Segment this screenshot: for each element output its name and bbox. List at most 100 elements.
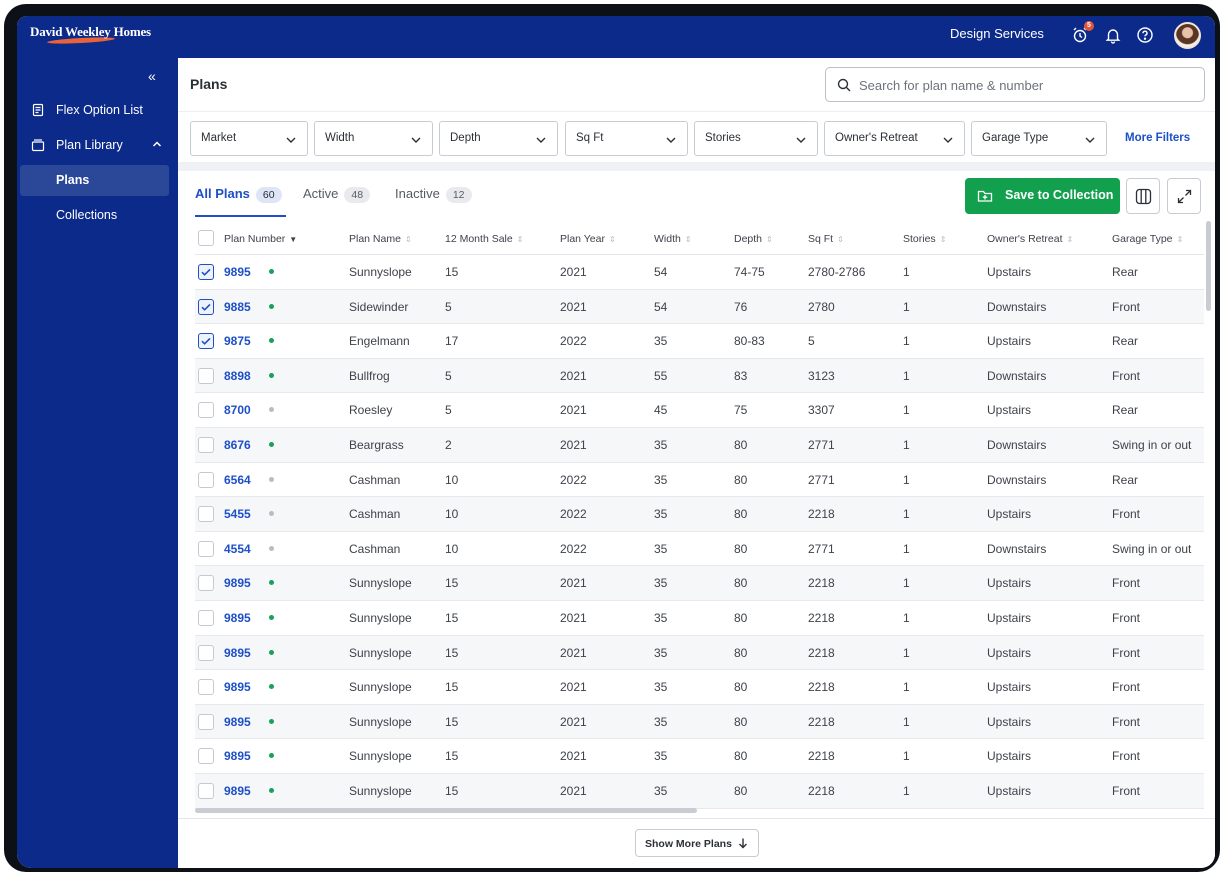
cell-plan-number[interactable]: 9885 bbox=[224, 299, 251, 314]
cell-plan-number[interactable]: 9895 bbox=[224, 611, 251, 625]
table-row[interactable]: 6564 Cashman 10 2022 35 80 2771 1 Downstairs Rear bbox=[195, 463, 1204, 498]
table-row[interactable]: 9895 Sunnyslope 15 2021 35 80 2218 1 Upstairs Fro… bbox=[195, 774, 1204, 809]
column-header-owners-retreat[interactable]: Owner's Retreat ⇕ bbox=[987, 233, 1074, 245]
table-row[interactable]: 8898 Bullfrog 5 2021 55 83 3123 1 Downstairs Fron… bbox=[195, 358, 1204, 394]
row-checkbox[interactable] bbox=[198, 333, 214, 350]
cell-plan-number[interactable]: 8898 bbox=[224, 368, 251, 383]
sidebar-item-plan-library[interactable]: Plan Library bbox=[17, 129, 178, 161]
horizontal-scrollbar[interactable] bbox=[195, 808, 1204, 814]
column-header-sq-ft[interactable]: Sq Ft ⇕ bbox=[808, 233, 844, 245]
cell-plan-number[interactable]: 9895 bbox=[224, 714, 251, 729]
column-header-plan-year[interactable]: Plan Year ⇕ bbox=[560, 233, 616, 245]
cell-plan-number[interactable]: 6564 bbox=[224, 472, 251, 487]
tab-inactive[interactable]: Inactive 12 bbox=[395, 186, 472, 203]
cell-plan-number[interactable]: 9895 bbox=[224, 680, 251, 695]
chevron-up-icon[interactable] bbox=[151, 138, 163, 150]
table-row[interactable]: 9895 Sunnyslope 15 2021 35 80 2218 1 Upstairs Fro… bbox=[195, 704, 1204, 740]
cell-plan-number[interactable]: 9895 bbox=[224, 749, 251, 764]
horizontal-scrollbar-thumb[interactable] bbox=[195, 808, 697, 813]
filter-owners-retreat[interactable]: Owner's Retreat bbox=[824, 121, 965, 156]
table-row[interactable]: 9895 Sunnyslope 15 2021 35 80 2218 1 Upstairs Fro… bbox=[195, 670, 1204, 705]
expand-button[interactable] bbox=[1167, 178, 1201, 214]
table-row[interactable]: 9895 Sunnyslope 15 2021 35 80 2218 1 Upstairs Fro… bbox=[195, 739, 1204, 774]
cell-12-month-sale: 2 bbox=[445, 438, 452, 452]
row-checkbox[interactable] bbox=[198, 367, 214, 384]
column-header-plan-number[interactable]: Plan Number ▼ bbox=[224, 233, 298, 245]
cell-plan-number[interactable]: 9895 bbox=[224, 645, 251, 660]
row-checkbox[interactable] bbox=[198, 402, 214, 419]
show-more-plans-button[interactable]: Show More Plans bbox=[635, 829, 759, 857]
column-header-garage-type[interactable]: Garage Type ⇕ bbox=[1112, 233, 1184, 245]
cell-plan-year: 2022 bbox=[560, 541, 587, 556]
cell-plan-number[interactable]: 9895 bbox=[224, 576, 251, 591]
table-row[interactable]: 9895 Sunnyslope 15 2021 54 74-75 2780-2786 1 Ups… bbox=[195, 255, 1204, 290]
table-row[interactable]: 8676 Beargrass 2 2021 35 80 2771 1 Downstairs Swi… bbox=[195, 428, 1204, 463]
row-checkbox[interactable] bbox=[198, 540, 214, 557]
filter-depth[interactable]: Depth bbox=[439, 121, 558, 156]
cell-garage-type: Front bbox=[1112, 749, 1141, 764]
tab-all-plans[interactable]: All Plans 60 bbox=[195, 186, 282, 203]
row-checkbox[interactable] bbox=[198, 506, 214, 523]
table-row[interactable]: 9895 Sunnyslope 15 2021 35 80 2218 1 Upstairs Fro… bbox=[195, 601, 1204, 636]
cell-sq-ft: 2218 bbox=[808, 611, 835, 625]
design-services-link[interactable]: Design Services bbox=[950, 26, 1044, 41]
row-checkbox[interactable] bbox=[198, 471, 214, 488]
table-row[interactable]: 9885 Sidewinder 5 2021 54 76 2780 1 Downstairs Fr… bbox=[195, 289, 1204, 325]
row-checkbox[interactable] bbox=[198, 644, 214, 661]
row-checkbox[interactable] bbox=[198, 610, 214, 626]
sidebar-item-collections[interactable]: Collections bbox=[17, 199, 178, 231]
help-icon[interactable] bbox=[1136, 26, 1154, 44]
row-checkbox[interactable] bbox=[198, 298, 214, 315]
select-all-checkbox[interactable] bbox=[198, 230, 214, 246]
row-checkbox[interactable] bbox=[198, 713, 214, 730]
table-row[interactable]: 8700 Roesley 5 2021 45 75 3307 1 Upstairs Rear bbox=[195, 393, 1204, 428]
columns-toggle-button[interactable] bbox=[1126, 178, 1160, 214]
table-row[interactable]: 5455 Cashman 10 2022 35 80 2218 1 Upstairs Front bbox=[195, 497, 1204, 532]
row-checkbox[interactable] bbox=[198, 264, 214, 280]
cell-plan-number[interactable]: 8676 bbox=[224, 438, 251, 452]
status-dot bbox=[269, 476, 274, 482]
column-header-depth[interactable]: Depth ⇕ bbox=[734, 233, 773, 245]
more-filters-link[interactable]: More Filters bbox=[1125, 132, 1191, 144]
table-row[interactable]: 9895 Sunnyslope 15 2021 35 80 2218 1 Upstairs Fro… bbox=[195, 566, 1204, 601]
column-header-plan-name[interactable]: Plan Name ⇕ bbox=[349, 233, 412, 245]
column-header-12-month-sale[interactable]: 12 Month Sale ⇕ bbox=[445, 233, 524, 245]
filter-garage-type[interactable]: Garage Type bbox=[971, 121, 1107, 156]
column-header-width[interactable]: Width ⇕ bbox=[654, 233, 692, 245]
cell-plan-number[interactable]: 9895 bbox=[224, 784, 251, 798]
column-header-stories[interactable]: Stories ⇕ bbox=[903, 233, 947, 245]
table-row[interactable]: 4554 Cashman 10 2022 35 80 2771 1 Downstairs Swin… bbox=[195, 532, 1204, 567]
row-checkbox[interactable] bbox=[198, 437, 214, 453]
sidebar-item-plans[interactable]: Plans bbox=[17, 164, 178, 196]
cell-plan-number[interactable]: 9875 bbox=[224, 334, 251, 349]
row-checkbox[interactable] bbox=[198, 575, 214, 592]
collapse-sidebar-icon[interactable]: « bbox=[148, 68, 156, 84]
user-avatar[interactable] bbox=[1174, 22, 1201, 49]
filter-market[interactable]: Market bbox=[190, 121, 308, 156]
cell-depth: 80 bbox=[734, 680, 748, 695]
search-input[interactable]: Search for plan name & number bbox=[825, 67, 1205, 102]
filter-sq-ft[interactable]: Sq Ft bbox=[565, 121, 688, 156]
cell-plan-number[interactable]: 9895 bbox=[224, 265, 251, 279]
row-checkbox[interactable] bbox=[198, 748, 214, 765]
cell-plan-number[interactable]: 4554 bbox=[224, 541, 251, 556]
row-checkbox[interactable] bbox=[198, 783, 214, 799]
cell-owners-retreat: Upstairs bbox=[987, 714, 1032, 729]
table-row[interactable]: 9895 Sunnyslope 15 2021 35 80 2218 1 Upstairs Fro… bbox=[195, 635, 1204, 671]
cell-plan-number[interactable]: 5455 bbox=[224, 507, 251, 522]
brand-logo[interactable]: David Weekley Homes bbox=[30, 24, 151, 39]
table-row[interactable]: 9875 Engelmann 17 2022 35 80-83 5 1 Upstairs Rear bbox=[195, 324, 1204, 359]
filter-width[interactable]: Width bbox=[314, 121, 433, 156]
save-to-collection-button[interactable]: Save to Collection bbox=[965, 178, 1120, 214]
active-tab-indicator bbox=[195, 215, 286, 217]
bell-icon[interactable] bbox=[1104, 26, 1122, 44]
cell-plan-name: Sunnyslope bbox=[349, 645, 412, 660]
sidebar-item-flex-option-list[interactable]: Flex Option List bbox=[17, 94, 178, 126]
tab-active[interactable]: Active 48 bbox=[303, 186, 371, 203]
vertical-scrollbar[interactable] bbox=[1206, 221, 1211, 311]
cell-stories: 1 bbox=[903, 749, 910, 764]
filter-stories[interactable]: Stories bbox=[694, 121, 818, 156]
cell-plan-number[interactable]: 8700 bbox=[224, 403, 251, 418]
row-checkbox[interactable] bbox=[198, 679, 214, 696]
cell-plan-name: Sunnyslope bbox=[349, 265, 412, 279]
